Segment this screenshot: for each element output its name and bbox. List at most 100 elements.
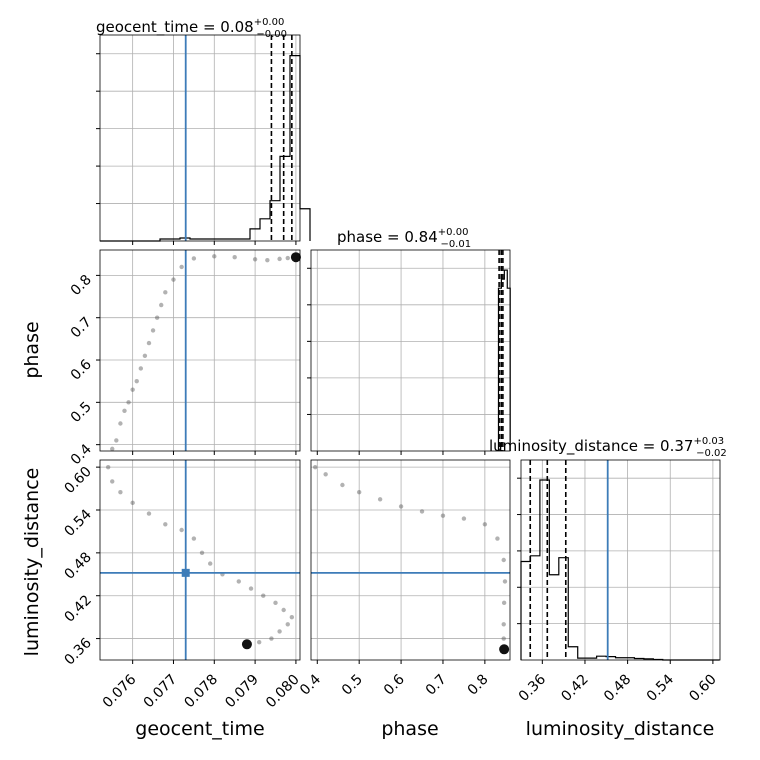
sample-point [501, 636, 506, 641]
y-tick-label: 0.48 [61, 549, 94, 582]
y-tick-label: 0.60 [61, 464, 94, 497]
y-tick-label: 0.5 [68, 399, 95, 426]
sample-point [110, 479, 115, 484]
sample-point [377, 497, 383, 502]
y-tick-label: 0.54 [61, 506, 94, 539]
sample-point [154, 315, 160, 320]
sample-point [495, 536, 500, 541]
histogram-luminosity-distance [520, 479, 720, 661]
histogram-phase [497, 269, 511, 451]
panel-frame [310, 249, 511, 452]
x-tick-label: 0.8 [465, 672, 492, 699]
sample-point [171, 277, 176, 282]
xlabel-phase: phase [381, 718, 438, 740]
title-geocent-time: geocent_time = 0.08+0.00 −0.00 [96, 17, 287, 40]
panels: 0.4 0.5 0.6 0.7 0.8 0.076 0.077 0.078 0.079 0.080… [61, 34, 721, 712]
panel-frame [310, 459, 511, 661]
sample-point [502, 579, 508, 584]
x-tick-label: 0.48 [601, 672, 634, 705]
density-peak-marker [290, 252, 301, 263]
title-luminosity-distance-main: luminosity_distance = 0.37 [489, 437, 693, 456]
sample-point [232, 254, 237, 260]
histogram-geocent-time [100, 55, 311, 242]
sample-point [179, 264, 184, 270]
sample-point [150, 328, 156, 333]
sample-point [118, 421, 123, 426]
sample-point [419, 509, 425, 514]
sample-point [138, 366, 144, 371]
sample-point [114, 438, 119, 443]
x-tick-label: 0.078 [181, 672, 221, 712]
sample-point [191, 256, 197, 261]
sample-point [199, 550, 205, 556]
title-geocent-time-main: geocent_time = 0.08 [96, 18, 254, 37]
sample-point [277, 256, 282, 262]
title-phase-main: phase = 0.84 [337, 228, 438, 246]
sample-point [179, 527, 184, 533]
sample-point [159, 302, 164, 308]
y-tick-label: 0.8 [68, 272, 95, 299]
sample-point [126, 400, 131, 405]
y-tick-label: 0.6 [68, 356, 95, 383]
panel-frame [520, 459, 721, 661]
sample-point [248, 586, 254, 591]
sample-point [285, 622, 290, 627]
ylabel-phase: phase [21, 321, 43, 378]
sample-point [285, 255, 290, 261]
sample-point [281, 607, 286, 613]
xlabel-luminosity-distance: luminosity_distance [526, 718, 715, 740]
sample-point [256, 639, 262, 645]
x-tick-label: 0.080 [263, 672, 303, 712]
sample-point [236, 579, 241, 584]
sample-point [501, 557, 506, 563]
sample-point [252, 257, 258, 262]
sample-point [269, 636, 274, 641]
sample-point [208, 561, 213, 566]
sample-point [261, 593, 266, 598]
title-phase-plus: +0.00 [438, 227, 469, 238]
sample-point [191, 536, 197, 541]
x-tick-label: 0.076 [100, 671, 140, 711]
sample-point [482, 522, 488, 527]
sample-point [340, 482, 345, 488]
density-peak-marker [241, 639, 252, 650]
sample-point [105, 464, 111, 470]
y-tick-label: 0.36 [61, 635, 94, 668]
y-tick-label: 0.4 [68, 441, 95, 468]
sample-point [212, 254, 217, 259]
sample-point [110, 446, 115, 452]
x-tick-label: 0.5 [339, 672, 366, 699]
y-tick-label: 0.42 [61, 592, 94, 625]
sample-point [265, 257, 270, 263]
xlabel-geocent-time: geocent_time [135, 718, 264, 740]
panel-luminosity-distance-phase: 0.4 0.5 0.6 0.7 0.8 [297, 459, 511, 699]
x-tick-label: 0.36 [516, 671, 549, 704]
sample-point [273, 600, 278, 606]
sample-point [277, 629, 282, 634]
x-tick-label: 0.077 [141, 672, 181, 712]
panel-phase-phase [307, 249, 511, 455]
y-tick-label: 0.7 [68, 314, 95, 341]
sample-point [356, 489, 362, 495]
sample-point [312, 464, 318, 470]
x-tick-label: 0.079 [222, 672, 262, 712]
title-geocent-time-minus: −0.00 [256, 29, 287, 40]
sample-point [122, 408, 127, 413]
sample-point [134, 378, 139, 384]
sample-point [501, 600, 507, 606]
x-tick-label: 0.54 [644, 671, 677, 704]
ylabel-luminosity-distance: luminosity_distance [21, 468, 43, 657]
sample-point [142, 353, 148, 358]
truth-marker [181, 568, 190, 577]
x-tick-label: 0.42 [558, 672, 591, 705]
title-luminosity-distance-plus: +0.03 [693, 436, 724, 447]
density-peak-marker [499, 644, 510, 655]
title-geocent-time-plus: +0.00 [254, 17, 285, 28]
x-tick-label: 0.6 [381, 671, 408, 698]
panel-frame [99, 459, 301, 661]
sample-point [398, 504, 404, 509]
panel-luminosity-distance-geocent-time: 0.076 0.077 0.078 0.079 0.080 0.36 0.42 0.48 0.5… [61, 459, 303, 712]
sample-point [501, 622, 506, 627]
panel-luminosity-distance-luminosity-distance: 0.36 0.42 0.48 0.54 0.60 [516, 459, 721, 705]
panel-phase-geocent-time: 0.4 0.5 0.6 0.7 0.8 [68, 249, 301, 468]
